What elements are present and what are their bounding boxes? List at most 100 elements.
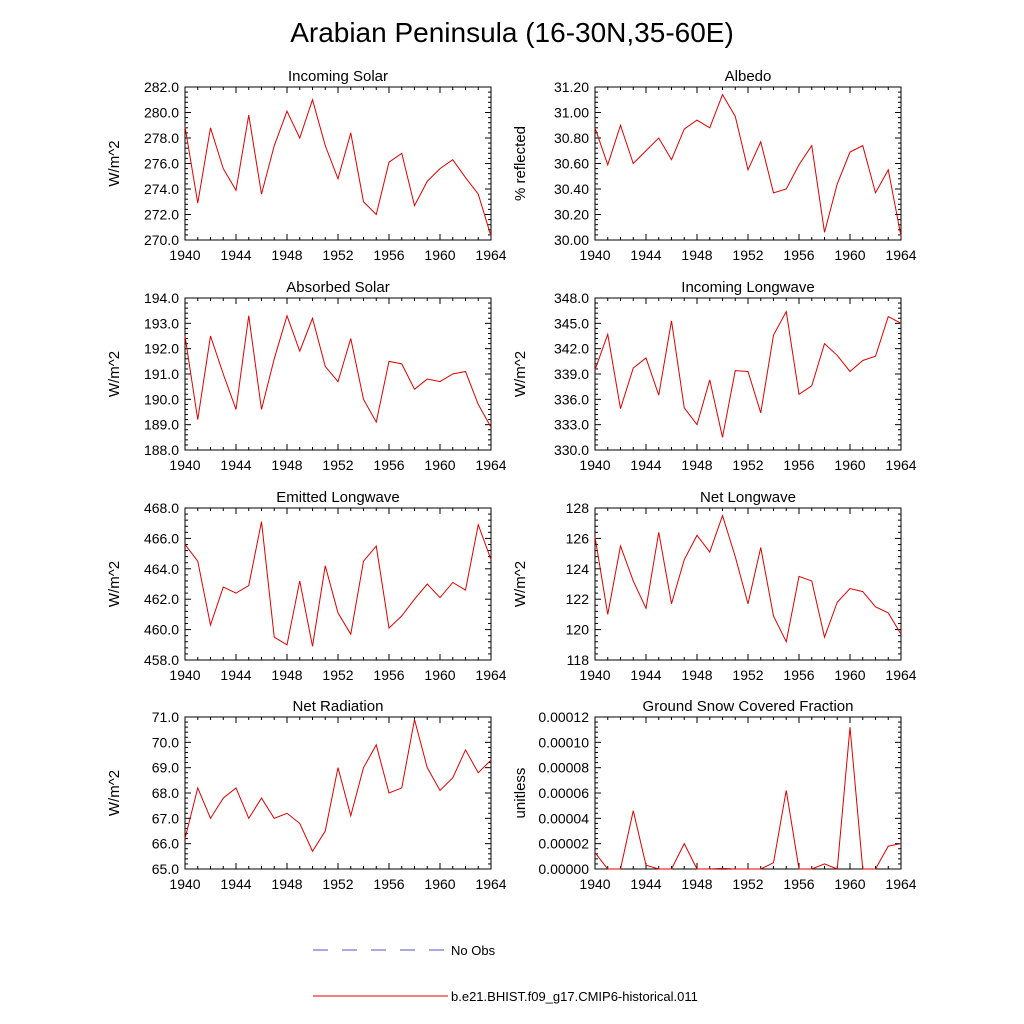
y-tick-label: 272.0 — [144, 207, 179, 223]
x-tick-label: 1948 — [271, 667, 302, 683]
x-tick-label: 1944 — [220, 247, 251, 263]
x-tick-label: 1960 — [834, 457, 865, 473]
panel-title: Albedo — [725, 68, 772, 85]
x-tick-label: 1960 — [834, 247, 865, 263]
panel-title: Emitted Longwave — [276, 489, 399, 506]
figure-title: Arabian Peninsula (16-30N,35-60E) — [290, 17, 734, 48]
y-tick-label: 188.0 — [144, 442, 179, 458]
y-tick-label: 280.0 — [144, 105, 179, 121]
x-tick-label: 1960 — [834, 667, 865, 683]
series-line — [594, 727, 902, 870]
panel-1: 1940 1944 1948 1952 1956 1960 1964 30.00 30.20 30… — [512, 68, 917, 263]
plot-frame — [184, 507, 492, 661]
panel-4: 1940 1944 1948 1952 1956 1960 1964 458.0 460.0 46… — [106, 489, 507, 683]
y-tick-label: 0.00012 — [538, 709, 589, 725]
x-tick-label: 1956 — [373, 247, 404, 263]
y-tick-label: 193.0 — [144, 315, 179, 331]
x-tick-label: 1944 — [630, 667, 661, 683]
x-tick-label: 1940 — [169, 247, 200, 263]
x-tick-label: 1940 — [169, 876, 200, 892]
x-tick-label: 1940 — [579, 457, 610, 473]
y-tick-label: 69.0 — [152, 760, 179, 776]
y-axis-label: W/m^2 — [512, 561, 529, 607]
x-tick-label: 1948 — [271, 457, 302, 473]
x-tick-label: 1964 — [475, 457, 506, 473]
y-tick-label: 190.0 — [144, 391, 179, 407]
y-tick-label: 0.00006 — [538, 785, 589, 801]
series-line — [594, 309, 902, 438]
panel-title: Incoming Longwave — [681, 279, 814, 296]
x-tick-label: 1944 — [220, 876, 251, 892]
x-tick-label: 1956 — [783, 457, 814, 473]
y-tick-label: 0.00004 — [538, 810, 589, 826]
plot-frame — [184, 716, 492, 870]
y-tick-label: 464.0 — [144, 561, 179, 577]
x-tick-label: 1952 — [732, 247, 763, 263]
y-tick-label: 462.0 — [144, 591, 179, 607]
y-axis-label: unitless — [512, 768, 529, 819]
y-tick-label: 122 — [566, 591, 590, 607]
x-tick-label: 1948 — [681, 457, 712, 473]
plot-frame — [184, 297, 492, 451]
x-tick-label: 1960 — [424, 667, 455, 683]
y-tick-label: 71.0 — [152, 709, 179, 725]
y-tick-label: 65.0 — [152, 861, 179, 877]
y-tick-label: 118 — [567, 652, 590, 668]
y-tick-label: 120 — [566, 622, 590, 638]
panel-7: 1940 1944 1948 1952 1956 1960 1964 0.00000 0.000… — [512, 698, 917, 892]
x-tick-label: 1960 — [424, 876, 455, 892]
x-tick-label: 1960 — [834, 876, 865, 892]
x-tick-label: 1964 — [475, 247, 506, 263]
y-tick-label: 339.0 — [554, 366, 589, 382]
panel-title: Incoming Solar — [288, 68, 388, 85]
y-tick-label: 330.0 — [554, 442, 589, 458]
panels-group: 1940 1944 1948 1952 1956 1960 1964 270.0 272.0 27… — [106, 68, 917, 892]
y-tick-label: 30.60 — [554, 156, 589, 172]
series-line — [184, 314, 492, 428]
y-tick-label: 31.20 — [554, 79, 589, 95]
x-tick-label: 1948 — [681, 667, 712, 683]
x-tick-label: 1964 — [885, 247, 916, 263]
y-tick-label: 0.00008 — [538, 760, 589, 776]
series-line — [594, 93, 902, 237]
x-tick-label: 1952 — [322, 247, 353, 263]
plot-frame — [594, 86, 902, 241]
x-tick-label: 1948 — [271, 876, 302, 892]
series-line — [184, 98, 492, 237]
y-tick-label: 342.0 — [554, 341, 589, 357]
y-tick-label: 460.0 — [144, 622, 179, 638]
y-tick-label: 458.0 — [144, 652, 179, 668]
y-tick-label: 278.0 — [144, 130, 179, 146]
x-tick-label: 1956 — [783, 667, 814, 683]
panel-6: 1940 1944 1948 1952 1956 1960 1964 65.0 66.0 67.0… — [106, 698, 507, 892]
x-tick-label: 1964 — [475, 667, 506, 683]
x-tick-label: 1952 — [732, 457, 763, 473]
y-tick-label: 468.0 — [144, 500, 179, 516]
panel-2: 1940 1944 1948 1952 1956 1960 1964 188.0 189.0 19… — [106, 279, 507, 473]
x-tick-label: 1960 — [424, 457, 455, 473]
y-tick-label: 0.00002 — [538, 836, 589, 852]
x-tick-label: 1948 — [681, 876, 712, 892]
y-axis-label: W/m^2 — [106, 770, 123, 816]
legend-label-no-obs: No Obs — [451, 943, 496, 958]
series-line — [184, 719, 492, 853]
y-tick-label: 192.0 — [144, 341, 179, 357]
y-tick-label: 466.0 — [144, 530, 179, 546]
y-tick-label: 126 — [566, 530, 590, 546]
y-tick-label: 276.0 — [144, 156, 179, 172]
x-tick-label: 1952 — [322, 876, 353, 892]
x-tick-label: 1952 — [322, 457, 353, 473]
x-tick-label: 1944 — [630, 457, 661, 473]
panel-title: Absorbed Solar — [286, 279, 389, 296]
y-tick-label: 274.0 — [144, 181, 179, 197]
y-tick-label: 345.0 — [554, 315, 589, 331]
x-tick-label: 1944 — [630, 247, 661, 263]
x-tick-label: 1944 — [220, 457, 251, 473]
y-tick-label: 30.40 — [554, 181, 589, 197]
y-tick-label: 31.00 — [554, 105, 589, 121]
x-tick-label: 1964 — [885, 876, 916, 892]
y-axis-label: % reflected — [512, 126, 529, 201]
plot-frame — [594, 507, 902, 661]
series-line — [594, 514, 902, 644]
